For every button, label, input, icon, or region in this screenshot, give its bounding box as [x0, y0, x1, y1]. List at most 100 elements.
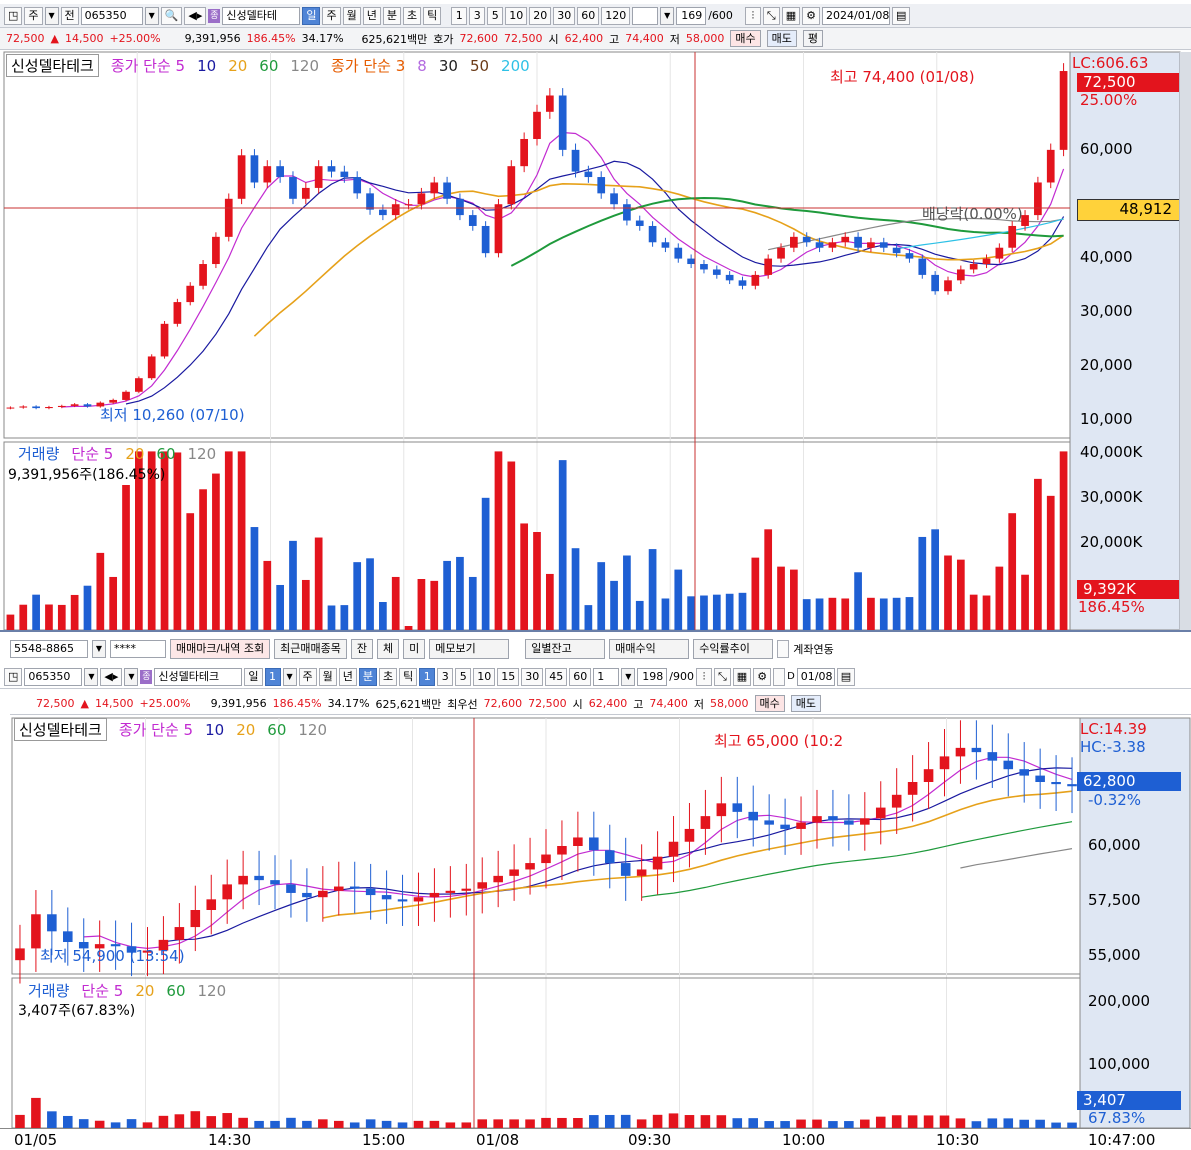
period-day[interactable]: 일 [302, 6, 321, 25]
date-input[interactable]: 01/08 [796, 667, 835, 686]
interval-5[interactable]: 5 [487, 6, 504, 25]
minute-chart-canvas[interactable] [0, 716, 1191, 1150]
chevron-down-icon[interactable]: ▼ [84, 667, 99, 686]
chevron-down-icon[interactable]: ▼ [44, 6, 59, 25]
legend-ma-120[interactable]: 120 [298, 720, 328, 739]
trade-profit-button[interactable]: 매매수익 [609, 639, 690, 659]
interval-10[interactable]: 10 [473, 667, 496, 686]
sell-button[interactable]: 매도 [790, 695, 822, 712]
candle-icon[interactable]: ⫶ [695, 667, 712, 686]
volume-legend-ma60[interactable]: 60 [166, 981, 186, 1000]
account-link-checkbox[interactable] [777, 640, 790, 658]
return-trend-button[interactable]: 수익률추이 [693, 639, 774, 659]
legend-ma-30[interactable]: 30 [438, 56, 458, 75]
legend-ma-200[interactable]: 200 [501, 56, 530, 75]
calendar-icon[interactable]: ▤ [836, 667, 856, 686]
gear-icon[interactable]: ⚙ [802, 6, 821, 25]
chevron-down-icon[interactable]: ▼ [621, 667, 636, 686]
period-day[interactable]: 일 [244, 667, 263, 686]
candle-icon[interactable]: ⫶ [744, 6, 761, 25]
calendar-icon[interactable]: ▤ [892, 6, 911, 25]
interval-30[interactable]: 30 [521, 667, 544, 686]
period-month[interactable]: 월 [342, 6, 361, 25]
interval-60[interactable]: 60 [577, 6, 600, 25]
buy-button[interactable]: 매수 [730, 30, 761, 47]
memo-button[interactable]: 메모보기 [429, 639, 510, 659]
interval-20[interactable]: 20 [529, 6, 552, 25]
save-icon[interactable]: ▦ [781, 6, 801, 25]
buy-button[interactable]: 매수 [754, 695, 785, 712]
interval-1[interactable]: 1 [419, 667, 436, 686]
legend-ma-8[interactable]: 8 [417, 56, 427, 75]
interval-30[interactable]: 30 [553, 6, 576, 25]
stock-name-field[interactable]: 신성델타테 [222, 6, 301, 25]
stock-code-input[interactable]: 065350 [24, 667, 83, 686]
count-input[interactable]: 198 [637, 667, 668, 686]
volume-legend-ma20[interactable]: 20 [135, 981, 155, 1000]
period-month[interactable]: 월 [318, 667, 337, 686]
period-tick[interactable]: 틱 [399, 667, 418, 686]
password-input[interactable]: **** [110, 640, 166, 658]
period-minute[interactable]: 분 [358, 667, 378, 686]
legend-ma-a[interactable]: 종가 단순 5 [110, 57, 186, 75]
date-input[interactable]: 2024/01/08 [822, 6, 891, 25]
chevron-down-icon[interactable]: ▼ [144, 6, 159, 25]
period-second[interactable]: 초 [379, 667, 398, 686]
chevron-down-icon[interactable]: ▼ [660, 6, 675, 25]
volume-legend-ma60[interactable]: 60 [156, 444, 176, 463]
search-icon[interactable]: 🔍 [160, 6, 183, 25]
legend-stock-name[interactable]: 신성델타테크 [14, 718, 107, 741]
legend-ma-10[interactable]: 10 [205, 720, 225, 739]
volume-legend-label[interactable]: 거래량 [28, 982, 70, 1000]
legend-ma[interactable]: 종가 단순 5 [118, 721, 194, 739]
interval-1[interactable]: 1 [451, 6, 468, 25]
unfilled-button[interactable]: 미 [403, 639, 426, 659]
tools-icon[interactable]: ⤡ [713, 667, 731, 686]
volume-legend-ma[interactable]: 단순 5 [71, 445, 114, 463]
legend-ma-60[interactable]: 60 [267, 720, 287, 739]
interval-3[interactable]: 3 [437, 667, 454, 686]
daily-chart-canvas[interactable] [0, 50, 1191, 630]
tools-icon[interactable]: ⤡ [762, 6, 780, 25]
legend-ma-60[interactable]: 60 [259, 56, 279, 75]
period-week[interactable]: 주 [322, 6, 341, 25]
legend-ma-20[interactable]: 20 [228, 56, 248, 75]
window-icon[interactable]: ◳ [4, 6, 23, 25]
interval-5[interactable]: 5 [455, 667, 472, 686]
day-count-select[interactable]: 1 [264, 667, 281, 686]
speaker-icon[interactable]: ◀▸ [184, 6, 207, 25]
period-second[interactable]: 초 [402, 6, 422, 25]
volume-legend-ma20[interactable]: 20 [125, 444, 145, 463]
eval-button[interactable]: 평 [802, 30, 824, 47]
legend-ma-10[interactable]: 10 [197, 56, 217, 75]
stock-name-field[interactable]: 신성델타테크 [154, 667, 243, 686]
interval-120[interactable]: 120 [601, 6, 631, 25]
speaker-icon[interactable]: ◀▸ [100, 667, 123, 686]
chart-type-select[interactable]: 주 [24, 6, 43, 25]
balance-button[interactable]: 잔 [350, 639, 374, 659]
interval-3[interactable]: 3 [469, 6, 486, 25]
interval-input[interactable] [632, 6, 659, 25]
volume-legend-ma120[interactable]: 120 [197, 981, 227, 1000]
interval-45[interactable]: 45 [545, 667, 568, 686]
date-checkbox[interactable] [773, 667, 786, 686]
volume-legend-ma[interactable]: 단순 5 [81, 982, 124, 1000]
volume-legend-label[interactable]: 거래량 [18, 445, 60, 463]
sell-button[interactable]: 매도 [766, 30, 797, 47]
recent-trade-button[interactable]: 최근매매종목 [274, 639, 347, 659]
filled-button[interactable]: 체 [377, 639, 400, 659]
window-icon[interactable]: ◳ [4, 667, 23, 686]
daily-balance-button[interactable]: 일별잔고 [525, 639, 606, 659]
period-year[interactable]: 년 [362, 6, 381, 25]
legend-ma-20[interactable]: 20 [236, 720, 256, 739]
prev-button[interactable]: 전 [60, 6, 79, 25]
trade-mark-button[interactable]: 매매마크/내역 조회 [170, 639, 271, 659]
period-year[interactable]: 년 [338, 667, 357, 686]
save-icon[interactable]: ▦ [732, 667, 752, 686]
interval-input[interactable]: 1 [593, 667, 620, 686]
chevron-down-icon[interactable]: ▼ [124, 667, 139, 686]
volume-legend-ma120[interactable]: 120 [187, 444, 217, 463]
legend-ma-120[interactable]: 120 [290, 56, 320, 75]
right-scrollbar[interactable] [1179, 52, 1191, 630]
period-minute[interactable]: 분 [382, 6, 401, 25]
